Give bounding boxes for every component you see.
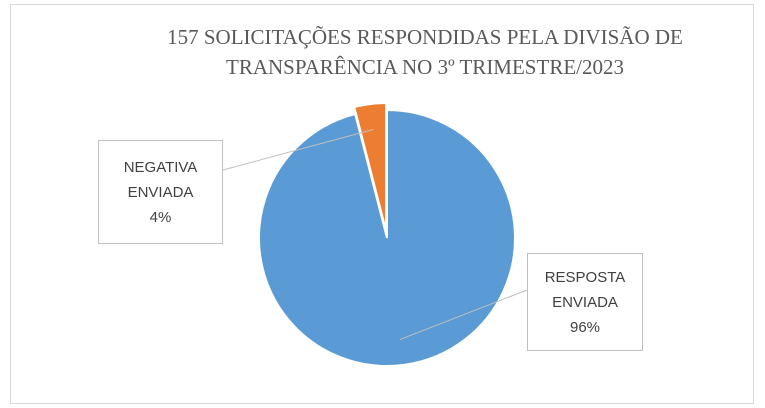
- value-label: 96%: [569, 318, 601, 336]
- category-label: RESPOSTA ENVIADA: [544, 268, 626, 311]
- chart-title: 157 SOLICITAÇÕES RESPONDIDAS PELA DIVISÃ…: [167, 25, 683, 79]
- leader-line: [222, 128, 374, 171]
- category-label: NEGATIVA ENVIADA: [123, 158, 198, 201]
- value-label: 4%: [149, 208, 172, 226]
- pie-slice: [258, 108, 516, 367]
- chart-border: [10, 4, 754, 404]
- data-label: NEGATIVA ENVIADA 4%: [98, 140, 223, 244]
- pie-slice: [353, 102, 388, 232]
- leader-line: [399, 289, 528, 341]
- data-label: RESPOSTA ENVIADA 96%: [527, 253, 643, 351]
